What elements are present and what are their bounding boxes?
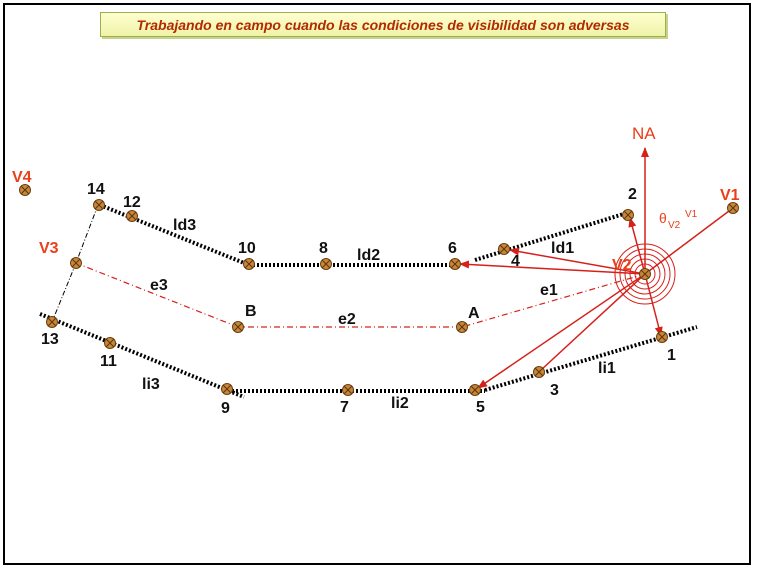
point-9-marker bbox=[221, 383, 233, 395]
station-v4-label: V4 bbox=[12, 169, 32, 186]
segment-ld3-label: ld3 bbox=[173, 217, 196, 234]
station-v3-label: V3 bbox=[39, 240, 59, 257]
station-v4-marker bbox=[19, 184, 31, 196]
point-11-label: 11 bbox=[100, 353, 117, 370]
angle-label: θ V2 V1 bbox=[659, 209, 698, 231]
ray-2 bbox=[628, 217, 646, 275]
point-10-label: 10 bbox=[238, 240, 256, 257]
ref-b-label: B bbox=[245, 303, 257, 320]
point-13-marker bbox=[46, 316, 58, 328]
svg-text:V1: V1 bbox=[685, 209, 698, 220]
point-4-label: 4 bbox=[511, 253, 520, 270]
point-2-marker bbox=[622, 209, 634, 221]
station-v1-label: V1 bbox=[720, 187, 740, 204]
figure-frame bbox=[3, 3, 751, 565]
station-v3-marker bbox=[70, 257, 82, 269]
point-9-label: 9 bbox=[221, 400, 230, 417]
point-11-marker bbox=[104, 337, 116, 349]
ref-a-label: A bbox=[468, 305, 480, 322]
point-6-label: 6 bbox=[448, 240, 457, 257]
ray-4 bbox=[509, 247, 646, 275]
point-2-label: 2 bbox=[628, 186, 637, 203]
boundary-li3 bbox=[39, 312, 245, 399]
point-5-label: 5 bbox=[476, 399, 485, 416]
diagram-title: Trabajando en campo cuando las condicion… bbox=[100, 12, 666, 37]
station-v2-label: V2 bbox=[612, 257, 632, 274]
point-3-label: 3 bbox=[550, 382, 559, 399]
point-7-marker bbox=[342, 384, 354, 396]
boundary-ld3 bbox=[99, 203, 250, 267]
segment-ld2-label: ld2 bbox=[357, 247, 380, 264]
point-7-label: 7 bbox=[340, 399, 349, 416]
segment-li2-label: li2 bbox=[391, 395, 409, 412]
point-12-label: 12 bbox=[123, 194, 141, 211]
station-v2-marker bbox=[639, 268, 651, 280]
ray-5 bbox=[477, 273, 646, 389]
segment-e3-label: e3 bbox=[150, 277, 168, 294]
station-v1-marker bbox=[727, 202, 739, 214]
link-14-v3 bbox=[75, 204, 99, 264]
point-8-marker bbox=[320, 258, 332, 270]
point-14-marker bbox=[93, 199, 105, 211]
ray-v1 bbox=[644, 207, 734, 275]
point-14-label: 14 bbox=[87, 181, 105, 198]
ray-1 bbox=[644, 273, 663, 337]
point-5-marker bbox=[469, 384, 481, 396]
point-8-label: 8 bbox=[319, 240, 328, 257]
point-12-marker bbox=[126, 210, 138, 222]
link-v3-13 bbox=[51, 262, 77, 323]
segment-e1-label: e1 bbox=[540, 282, 558, 299]
segment-ld1-label: ld1 bbox=[551, 240, 574, 257]
point-a-marker bbox=[456, 321, 468, 333]
point-1-marker bbox=[656, 331, 668, 343]
point-1-label: 1 bbox=[667, 347, 676, 364]
point-10-marker bbox=[243, 258, 255, 270]
svg-text:V2: V2 bbox=[668, 220, 681, 231]
ray-6 bbox=[459, 260, 646, 275]
point-b-marker bbox=[232, 321, 244, 333]
segment-li1-label: li1 bbox=[598, 360, 616, 377]
point-3-marker bbox=[533, 366, 545, 378]
axis-e3 bbox=[75, 262, 239, 328]
segment-e2-label: e2 bbox=[338, 311, 356, 328]
axis-e1 bbox=[461, 273, 646, 328]
point-6-marker bbox=[449, 258, 461, 270]
svg-text:θ: θ bbox=[659, 210, 667, 226]
point-4-marker bbox=[498, 243, 510, 255]
point-13-label: 13 bbox=[41, 331, 59, 348]
boundary-ld1 bbox=[474, 210, 631, 262]
segment-li3-label: li3 bbox=[142, 376, 160, 393]
ray-3 bbox=[540, 273, 646, 371]
north-label: NA bbox=[632, 124, 656, 143]
